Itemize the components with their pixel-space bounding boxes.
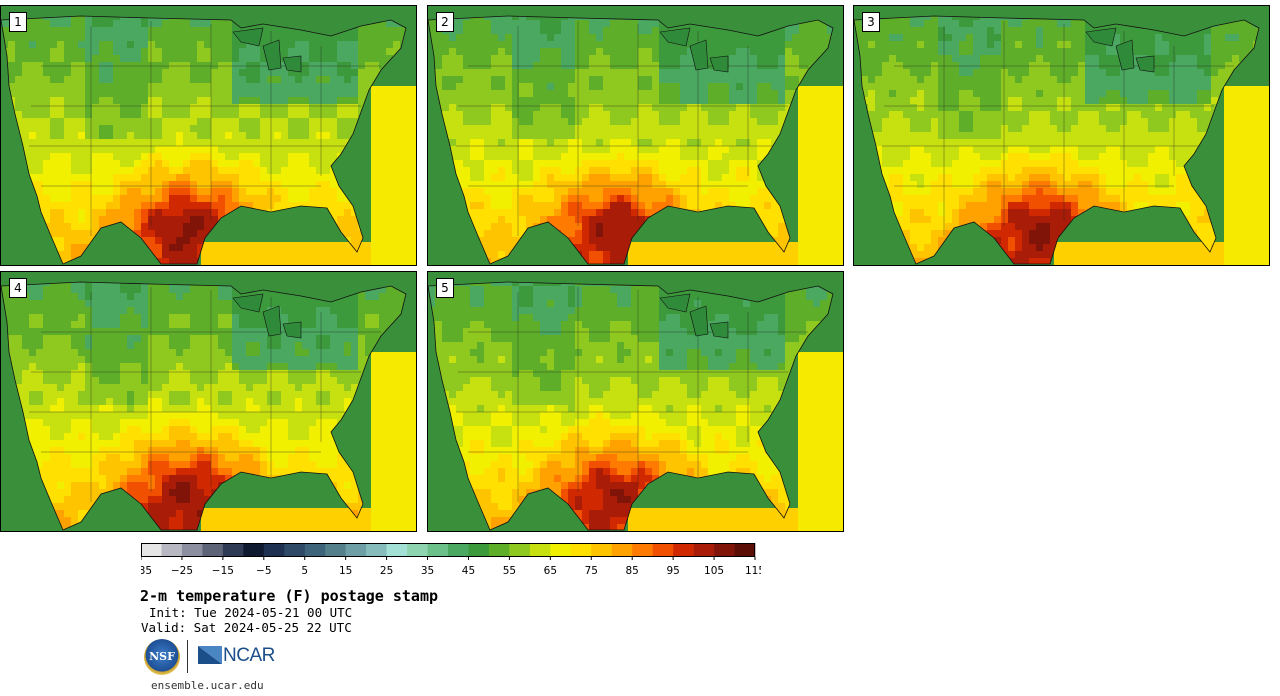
site-url: ensemble.ucar.edu <box>151 679 264 692</box>
colorbar-swatch <box>407 543 428 557</box>
panel-label: 4 <box>9 278 27 298</box>
colorbar-tick-label: 45 <box>462 565 475 577</box>
colorbar-tick-label: −25 <box>171 565 193 577</box>
colorbar-tick-label: 55 <box>503 565 516 577</box>
init-time: Init: Tue 2024-05-21 00 UTC <box>149 605 353 620</box>
map-panel-5: 5 <box>427 271 844 532</box>
colorbar-tick-label: 25 <box>380 565 393 577</box>
ncar-logo-text: NCAR <box>223 645 275 666</box>
colorbar-swatch <box>488 543 510 557</box>
map-panel-1: 1 <box>0 5 417 266</box>
colorbar-tick-label: 15 <box>339 565 352 577</box>
colorbar-swatch <box>550 543 572 557</box>
panel-label: 5 <box>436 278 454 298</box>
colorbar-swatch <box>222 543 244 557</box>
colorbar-swatch <box>570 543 592 557</box>
colorbar-swatch <box>243 543 265 557</box>
colorbar-swatch <box>693 543 715 557</box>
ncar-logo-mark <box>198 646 222 664</box>
colorbar-swatch <box>448 543 469 557</box>
map-panel-4: 4 <box>0 271 417 532</box>
colorbar-swatch <box>468 543 490 557</box>
colorbar-tick-label: 35 <box>421 565 434 577</box>
nsf-logo: NSF <box>144 639 180 675</box>
map-panel-2: 2 <box>427 5 844 266</box>
temperature-map-3 <box>854 6 1269 265</box>
colorbar-swatch <box>591 543 613 557</box>
colorbar-tick-label: 75 <box>585 565 598 577</box>
temperature-map-2 <box>428 6 843 265</box>
colorbar-tick-label: 5 <box>301 565 308 577</box>
temperature-map-4 <box>1 272 416 531</box>
colorbar-tick-label: 85 <box>626 565 639 577</box>
colorbar-swatch <box>632 543 653 557</box>
colorbar-tick-label: 65 <box>544 565 557 577</box>
temperature-map-5 <box>428 272 843 531</box>
colorbar-swatch <box>181 543 203 557</box>
colorbar-swatch <box>263 543 285 557</box>
colorbar-swatch <box>141 543 162 557</box>
colorbar-swatch <box>345 543 367 557</box>
panel-label: 2 <box>436 12 454 32</box>
colorbar-swatch <box>714 543 735 557</box>
panel-label: 3 <box>862 12 880 32</box>
figure-title: 2-m temperature (F) postage stamp <box>140 587 439 605</box>
valid-time: Valid: Sat 2024-05-25 22 UTC <box>141 620 352 635</box>
colorbar-tick-label: 105 <box>704 565 724 577</box>
colorbar-swatch <box>386 543 408 557</box>
colorbar-tick-label: 115 <box>745 565 761 577</box>
temperature-colorbar: −35 −25 −15 −5 5 15 25 35 45 55 65 75 85 95 105 115 <box>141 543 761 577</box>
colorbar-swatch <box>325 543 346 557</box>
colorbar-swatch <box>734 543 756 557</box>
colorbar-swatch <box>202 543 224 557</box>
temperature-map-1 <box>1 6 416 265</box>
logo-divider <box>187 640 188 673</box>
colorbar-swatch <box>509 543 531 557</box>
colorbar-swatch <box>284 543 306 557</box>
colorbar-tick-label: −15 <box>212 565 234 577</box>
colorbar-swatch <box>529 543 551 557</box>
colorbar-swatch <box>673 543 694 557</box>
colorbar-swatch <box>161 543 183 557</box>
colorbar-swatch <box>652 543 674 557</box>
colorbar-tick-label: −35 <box>141 565 152 577</box>
panel-label: 1 <box>9 12 27 32</box>
colorbar-swatch <box>427 543 449 557</box>
colorbar-tick-label: −5 <box>256 565 271 577</box>
map-panel-3: 3 <box>853 5 1270 266</box>
colorbar-tick-label: 95 <box>666 565 679 577</box>
colorbar-swatch <box>611 543 633 557</box>
colorbar-swatch <box>366 543 387 557</box>
colorbar-swatch <box>304 543 326 557</box>
